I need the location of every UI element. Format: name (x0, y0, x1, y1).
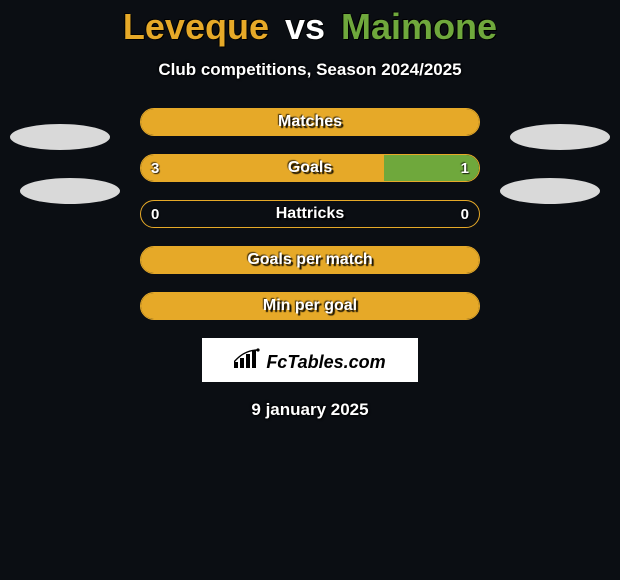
stat-value-left: 0 (151, 201, 159, 227)
decor-ellipse (510, 124, 610, 150)
badge-text: FcTables.com (266, 352, 385, 373)
badge-inner: FcTables.com (234, 348, 385, 373)
player1-name: Leveque (123, 6, 269, 47)
stat-row: Goals per match (140, 246, 480, 274)
stat-row: 3 1Goals (140, 154, 480, 182)
stat-row: Min per goal (140, 292, 480, 320)
comparison-card: Leveque vs Maimone Club competitions, Se… (0, 0, 620, 580)
vs-text: vs (285, 6, 325, 47)
decor-ellipse (500, 178, 600, 204)
stat-label: Hattricks (141, 201, 479, 227)
stat-value-left: 3 (151, 155, 159, 181)
decor-ellipse (20, 178, 120, 204)
player2-name: Maimone (341, 6, 497, 47)
date-label: 9 january 2025 (251, 400, 368, 420)
stat-value-right: 0 (461, 201, 469, 227)
stat-label: Min per goal (141, 293, 479, 319)
page-title: Leveque vs Maimone (123, 6, 497, 48)
stat-label: Matches (141, 109, 479, 135)
source-badge[interactable]: FcTables.com (202, 338, 418, 382)
chart-icon (234, 348, 262, 373)
stat-row: 0 0Hattricks (140, 200, 480, 228)
stat-label: Goals per match (141, 247, 479, 273)
stat-label: Goals (141, 155, 479, 181)
stat-value-right: 1 (461, 155, 469, 181)
subtitle: Club competitions, Season 2024/2025 (158, 60, 461, 80)
decor-ellipse (10, 124, 110, 150)
stat-row: Matches (140, 108, 480, 136)
